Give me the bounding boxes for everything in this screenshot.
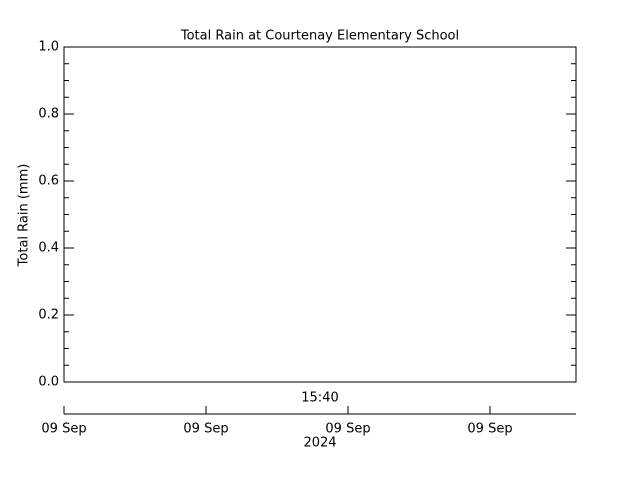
x-tick-label: 09 Sep: [183, 422, 228, 437]
x-tick-label: 09 Sep: [467, 422, 512, 437]
x-tick-label: 09 Sep: [41, 422, 86, 437]
x-tick-label: 09 Sep: [325, 422, 370, 437]
y-tick-label: 0.4: [38, 241, 59, 256]
plot-frame: [63, 46, 577, 383]
y-tick-label: 0.8: [38, 107, 59, 122]
y-tick-label: 0.0: [38, 375, 59, 390]
y-tick-label: 0.6: [38, 174, 59, 189]
y-tick-label: 1.0: [38, 40, 59, 55]
chart-title: Total Rain at Courtenay Elementary Schoo…: [180, 29, 459, 44]
y-tick-label: 0.2: [38, 308, 59, 323]
x-year-label: 2024: [303, 436, 336, 451]
y-axis-label: Total Rain (mm): [17, 164, 32, 268]
annotation: 15:40: [301, 391, 338, 406]
